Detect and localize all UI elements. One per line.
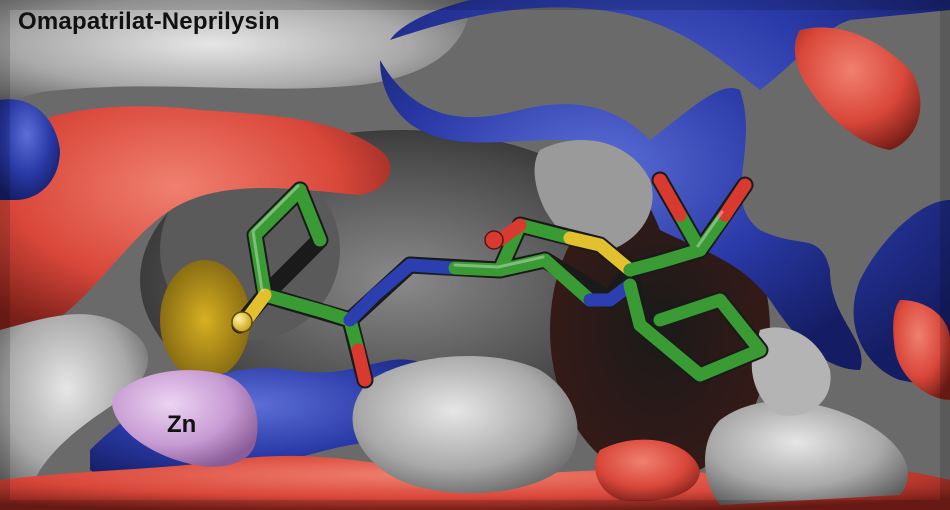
surface-lobe-top-left [0, 0, 470, 110]
omapatrilat-ligand [231, 171, 769, 389]
figure-title: Omapatrilat-Neprilysin [18, 8, 280, 35]
surface-patch-blue-left [0, 99, 60, 200]
zinc-ion [112, 370, 258, 467]
surface-patch-red-top-right [794, 27, 921, 150]
surface-band-red-left [0, 106, 391, 337]
carbonyl-oxygen-atom [484, 230, 504, 250]
surface-mound-bottom-center [352, 356, 578, 494]
surface-lobe-right-inner [534, 140, 653, 251]
thiol-sulfur-atom [231, 311, 253, 333]
surface-patch-red-bottom-right [595, 439, 700, 502]
surface-lobe-lower-left [0, 314, 149, 500]
surface-mound-bottom-right [705, 401, 908, 505]
surface-patch-red-right [893, 300, 950, 400]
surface-ridge-blue-top [390, 0, 950, 390]
zinc-label: Zn [167, 411, 196, 438]
surface-lobe-right-lower [751, 327, 831, 416]
surface-ridge-blue-right [380, 60, 862, 370]
surface-patch-yellow [160, 260, 250, 380]
